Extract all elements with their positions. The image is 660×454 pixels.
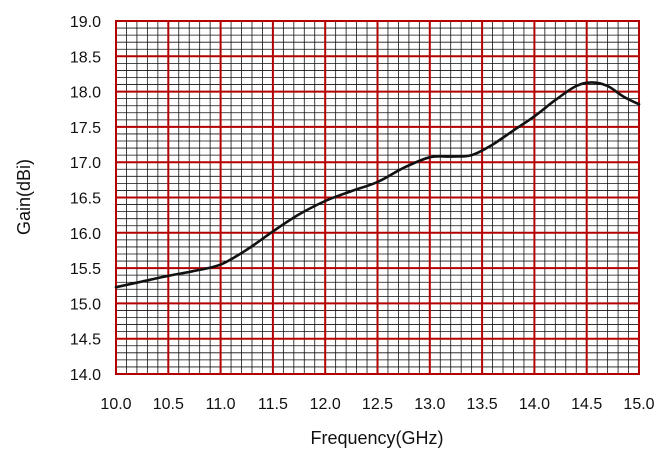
x-axis-title: Frequency(GHz) [310,428,443,448]
series-layer [114,81,641,289]
x-tick-label: 14.0 [519,396,550,413]
x-tick-label: 11.5 [258,396,288,413]
y-tick-label: 18.5 [70,49,101,66]
x-tick-label: 12.5 [362,396,393,413]
y-tick-labels: 19.0 18.5 18.0 17.5 17.0 16.5 16.0 15.5 15.0 14.5… [70,14,101,384]
y-tick-label: 14.0 [70,367,101,384]
y-tick-label: 19.0 [70,14,101,31]
y-tick-label: 15.5 [70,261,101,278]
x-tick-label: 15.0 [623,396,654,413]
x-tick-label: 12.0 [310,396,341,413]
y-axis-title: Gain(dBi) [14,159,34,235]
x-tick-label: 11.0 [206,396,236,413]
x-tick-labels: 10.0 10.5 11.0 11.5 12.0 12.5 13.0 13.5 14.0 14.5… [100,396,654,413]
x-tick-label: 14.5 [571,396,602,413]
x-tick-label: 10.5 [153,396,184,413]
y-tick-label: 15.0 [70,296,101,313]
y-tick-label: 17.5 [70,120,101,137]
y-tick-label: 16.5 [70,191,101,208]
y-tick-label: 14.5 [70,332,101,349]
x-tick-label: 13.0 [414,396,445,413]
x-tick-label: 13.5 [467,396,498,413]
y-tick-label: 18.0 [70,85,101,102]
plot-frame [115,20,640,375]
gain-series-line [114,81,641,289]
y-tick-label: 16.0 [70,226,101,243]
y-tick-label: 17.0 [70,155,101,172]
x-tick-label: 10.0 [100,396,131,413]
